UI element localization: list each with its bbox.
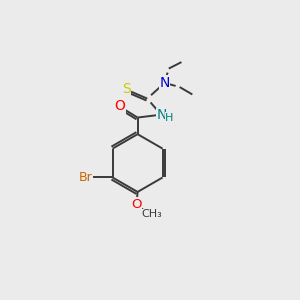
Text: Br: Br [79, 171, 92, 184]
Text: O: O [114, 100, 125, 113]
Text: N: N [156, 108, 167, 122]
Text: CH₃: CH₃ [142, 209, 162, 219]
Text: S: S [122, 82, 130, 96]
Text: N: N [159, 76, 170, 90]
Text: H: H [165, 113, 174, 123]
Text: O: O [131, 198, 142, 211]
